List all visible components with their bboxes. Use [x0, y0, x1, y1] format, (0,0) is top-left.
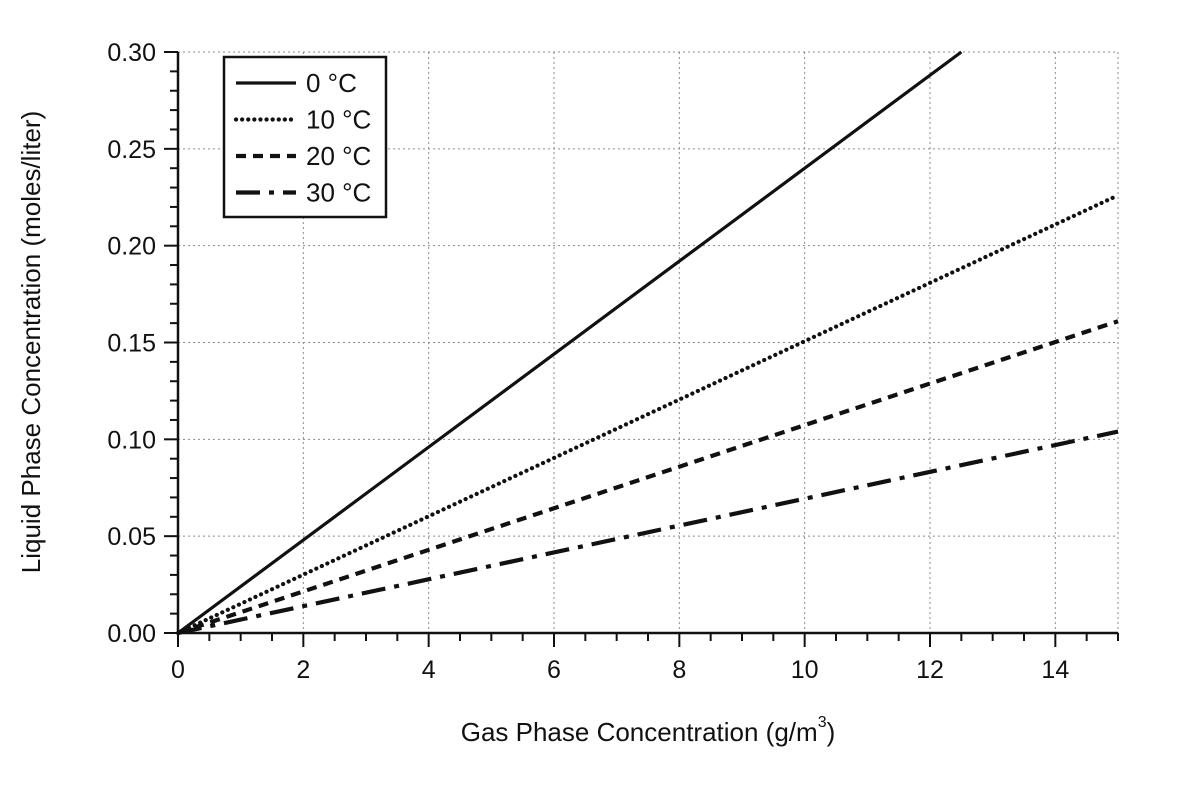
y-tick-label: 0.10	[107, 426, 156, 454]
series-lines	[175, 50, 1121, 636]
legend-items: 0 °C 10 °C 20 °C 30 °C	[233, 68, 371, 208]
x-tick-label: 4	[422, 656, 436, 684]
x-axis-title-text: Gas Phase Concentration (g/m	[461, 717, 818, 747]
x-tick-label: 0	[171, 656, 185, 684]
y-tick-label: 0.00	[107, 620, 156, 648]
x-axis-title-superscript: 3	[818, 714, 827, 731]
axes	[164, 51, 1119, 647]
x-tick-label: 2	[296, 656, 310, 684]
y-tick-label: 0.25	[107, 136, 156, 164]
x-axis-title: Gas Phase Concentration (g/m3)	[461, 714, 836, 747]
series-line-2	[177, 319, 1119, 635]
legend-label-3: 30 °C	[306, 178, 371, 208]
x-tick-label: 8	[672, 656, 686, 684]
x-axis-title-suffix: )	[827, 717, 836, 747]
tick-labels: 0 2 4 6 8 10 12 14 0.00 0.05 0.10 0.15 0.20 0.25 0.30	[107, 39, 1069, 684]
x-tick-label: 10	[791, 656, 819, 684]
legend-label-1: 10 °C	[306, 105, 371, 135]
series-line-1	[175, 193, 1121, 636]
y-tick-label: 0.05	[107, 523, 156, 551]
x-tick-label: 14	[1041, 656, 1069, 684]
y-tick-label: 0.20	[107, 233, 156, 261]
legend-label-2: 20 °C	[306, 141, 371, 171]
x-tick-label: 12	[916, 656, 944, 684]
series-line-3	[177, 429, 1119, 636]
y-tick-label: 0.30	[107, 39, 156, 67]
legend: 0 °C 10 °C 20 °C 30 °C	[222, 55, 388, 219]
x-tick-label: 6	[547, 656, 561, 684]
y-tick-label: 0.15	[107, 330, 156, 358]
legend-label-0: 0 °C	[306, 68, 357, 98]
series-line-0	[177, 50, 963, 635]
y-axis-title: Liquid Phase Concentration (moles/liter)	[16, 111, 46, 573]
